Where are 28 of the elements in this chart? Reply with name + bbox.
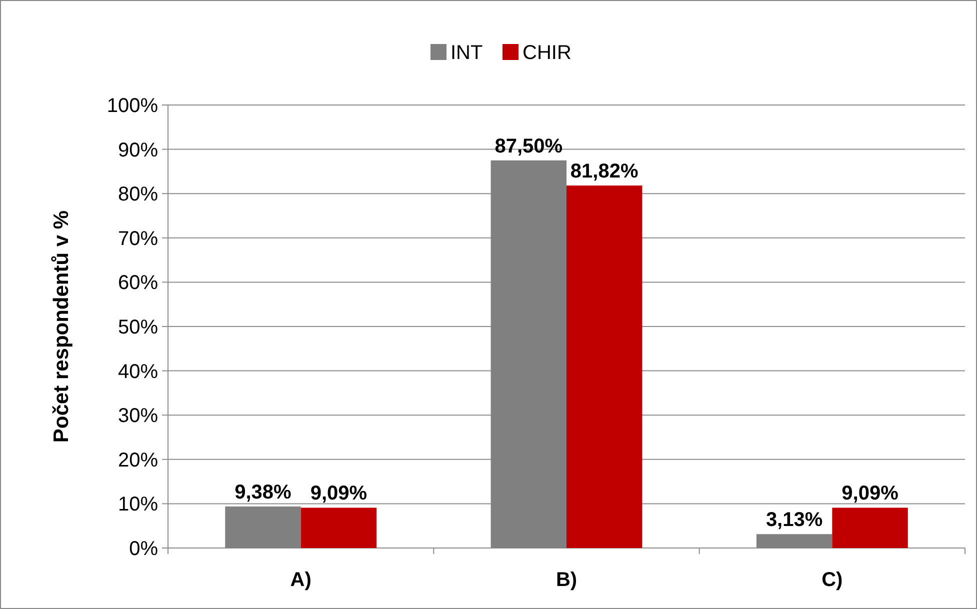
data-label: 9,38% — [234, 481, 292, 504]
bar — [300, 508, 377, 548]
y-tick-label: 10% — [118, 494, 158, 516]
x-tick-label: A) — [290, 569, 312, 591]
y-tick-label: 100% — [106, 95, 158, 117]
y-tick-label: 80% — [118, 184, 158, 206]
bar — [225, 506, 301, 548]
x-tick-label: B) — [556, 569, 578, 591]
y-tick-label: 20% — [118, 449, 158, 472]
y-tick-label: 40% — [118, 360, 158, 383]
data-label: 3,13% — [766, 509, 823, 532]
bar — [832, 508, 908, 548]
legend-label: INT — [450, 42, 483, 64]
y-tick-label: 70% — [118, 228, 158, 250]
x-tick-label: C) — [822, 569, 843, 591]
y-tick-label: 60% — [118, 272, 158, 294]
data-label: 81,82% — [570, 160, 638, 183]
bar — [566, 186, 642, 548]
y-tick-label: 30% — [118, 405, 158, 428]
legend-label: CHIR — [522, 42, 572, 64]
y-tick-label: 0% — [129, 538, 158, 560]
data-label: 9,09% — [842, 482, 899, 505]
data-label: 9,09% — [310, 482, 368, 505]
data-label: 87,50% — [494, 135, 563, 158]
y-axis-title: Počet respondentů v % — [50, 210, 73, 443]
y-tick-label: 50% — [118, 316, 158, 338]
y-tick-label: 90% — [118, 139, 158, 162]
bar — [756, 534, 832, 548]
